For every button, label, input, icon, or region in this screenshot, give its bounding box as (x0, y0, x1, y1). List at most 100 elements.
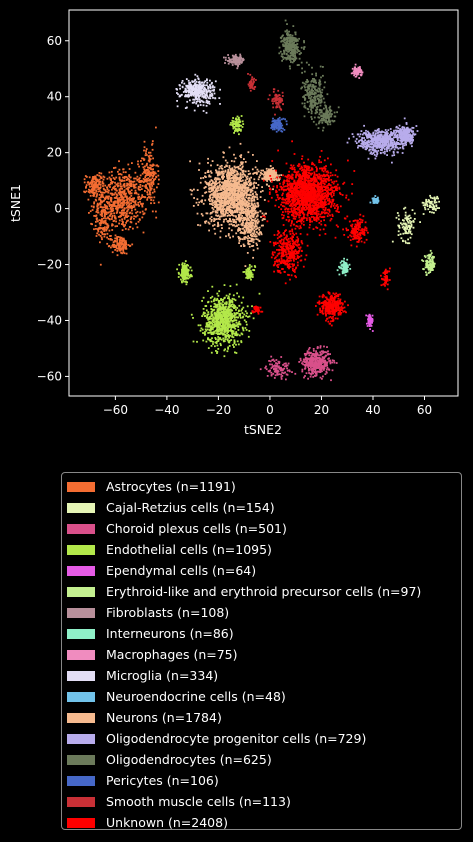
data-point (407, 218, 409, 220)
data-point (103, 214, 106, 217)
data-point (311, 368, 313, 371)
data-point (232, 323, 235, 326)
data-point (209, 329, 212, 332)
data-point (208, 331, 211, 334)
data-point (95, 186, 97, 189)
data-point (242, 185, 244, 187)
data-point (240, 197, 243, 200)
data-point (186, 270, 189, 272)
data-point (145, 148, 148, 150)
data-point (223, 284, 226, 286)
data-point (224, 348, 226, 351)
data-point (225, 207, 228, 210)
data-point (232, 294, 235, 297)
data-point (210, 187, 213, 190)
data-point (243, 197, 245, 200)
data-point (216, 298, 219, 301)
data-point (127, 244, 130, 246)
data-point (254, 191, 257, 193)
data-point (126, 206, 128, 209)
data-point (255, 182, 257, 184)
data-point (328, 369, 331, 371)
data-point (215, 332, 218, 335)
data-point (123, 202, 126, 204)
data-point (247, 184, 250, 187)
data-point (319, 351, 322, 354)
data-point (207, 183, 210, 186)
data-point (220, 205, 223, 207)
data-point (270, 371, 273, 374)
data-point (431, 263, 434, 266)
data-point (237, 117, 240, 120)
data-point (404, 226, 406, 229)
data-point (208, 323, 211, 326)
data-point (224, 312, 227, 315)
data-point (234, 177, 237, 180)
data-point (112, 207, 114, 210)
data-point (132, 200, 134, 203)
data-point (254, 171, 257, 174)
data-point (177, 276, 180, 278)
data-point (247, 275, 249, 278)
data-point (426, 254, 429, 257)
data-point (233, 346, 235, 348)
data-point (135, 215, 137, 218)
data-point (93, 202, 95, 205)
data-point (214, 321, 217, 323)
data-point (128, 191, 130, 194)
data-point (143, 212, 146, 215)
data-point (114, 200, 117, 203)
data-point (231, 325, 234, 327)
data-point (107, 238, 110, 240)
data-point (311, 358, 314, 360)
data-point (108, 176, 111, 179)
data-point (239, 202, 242, 205)
data-point (224, 310, 226, 313)
data-point (123, 252, 126, 255)
data-point (184, 269, 187, 271)
data-point (406, 226, 409, 229)
data-point (184, 88, 187, 91)
data-point (197, 224, 199, 226)
data-point (208, 317, 211, 320)
data-point (320, 353, 322, 356)
data-point (121, 187, 123, 190)
data-point (226, 220, 229, 222)
data-point (234, 324, 237, 327)
data-point (128, 180, 131, 183)
data-point (206, 313, 209, 316)
data-point (103, 188, 105, 191)
data-point (343, 266, 346, 268)
data-point (131, 162, 133, 164)
data-point (434, 209, 437, 212)
data-point (94, 186, 96, 189)
data-point (96, 174, 99, 176)
data-point (186, 281, 188, 284)
data-point (436, 195, 439, 198)
data-point (199, 95, 201, 97)
data-point (230, 188, 233, 190)
data-point (106, 226, 108, 229)
data-point (181, 275, 183, 278)
data-point (341, 267, 344, 270)
data-point (202, 313, 205, 316)
data-point (210, 312, 213, 315)
data-point (228, 321, 231, 323)
data-point (123, 179, 126, 182)
data-point (202, 88, 205, 91)
data-point (431, 255, 434, 258)
data-point (109, 238, 112, 241)
data-point (329, 359, 331, 362)
data-point (313, 366, 316, 369)
data-point (191, 92, 194, 95)
data-point (218, 322, 220, 325)
data-point (126, 199, 129, 201)
data-point (142, 166, 145, 169)
data-point (213, 319, 215, 322)
data-point (228, 195, 230, 198)
data-point (182, 91, 185, 93)
data-point (187, 269, 189, 271)
data-point (133, 197, 135, 200)
data-point (118, 238, 121, 241)
data-point (227, 60, 229, 62)
